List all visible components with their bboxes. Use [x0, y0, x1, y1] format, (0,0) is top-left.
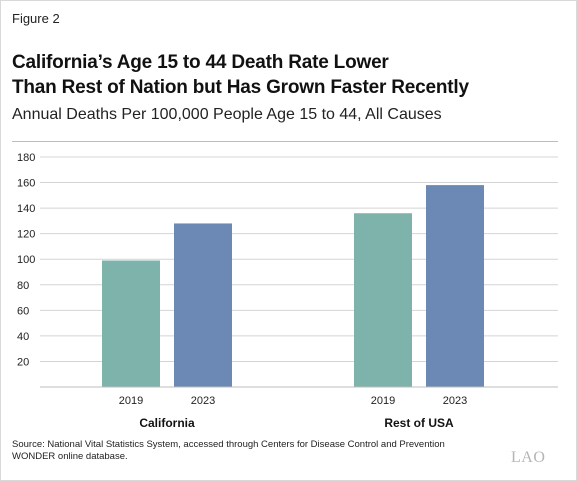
y-tick-label-40: 40 — [17, 331, 29, 343]
bar-california-2023 — [174, 223, 232, 387]
chart-title: California’s Age 15 to 44 Death Rate Low… — [12, 50, 567, 100]
bar-rest-of-usa-2019 — [354, 213, 412, 387]
x-series-label-2023: 2023 — [191, 395, 215, 407]
lao-logo: LAO — [511, 449, 546, 466]
source-line-2: WONDER online database. — [12, 451, 128, 462]
chart-subtitle: Annual Deaths Per 100,000 People Age 15 … — [12, 106, 442, 123]
x-series-label-2023: 2023 — [443, 395, 467, 407]
bar-chart: 20 40 60 80 100 120 140 160 180 2019 2023 Californi… — [17, 152, 558, 430]
y-tick-label-80: 80 — [17, 280, 29, 292]
y-tick-label-160: 160 — [17, 178, 35, 190]
bar-rest-of-usa-2023 — [426, 185, 484, 387]
chart-title-line-2: Than Rest of Nation but Has Grown Faster… — [12, 77, 469, 98]
source-note: Source: National Vital Statistics System… — [12, 439, 512, 463]
y-tick-label-20: 20 — [17, 356, 29, 368]
source-line-1: Source: National Vital Statistics System… — [12, 439, 445, 450]
category-label-california: California — [139, 416, 195, 430]
category-label-rest-of-usa: Rest of USA — [384, 416, 454, 430]
bar-california-2019 — [102, 260, 160, 387]
y-tick-label-100: 100 — [17, 254, 35, 266]
x-series-label-2019: 2019 — [371, 395, 395, 407]
y-tick-label-60: 60 — [17, 305, 29, 317]
x-series-label-2019: 2019 — [119, 395, 143, 407]
title-divider — [12, 141, 558, 142]
y-tick-label-140: 140 — [17, 203, 35, 215]
figure-label: Figure 2 — [12, 11, 60, 26]
chart-title-line-1: California’s Age 15 to 44 Death Rate Low… — [12, 52, 389, 73]
y-tick-label-120: 120 — [17, 229, 35, 241]
y-tick-label-180: 180 — [17, 152, 35, 164]
